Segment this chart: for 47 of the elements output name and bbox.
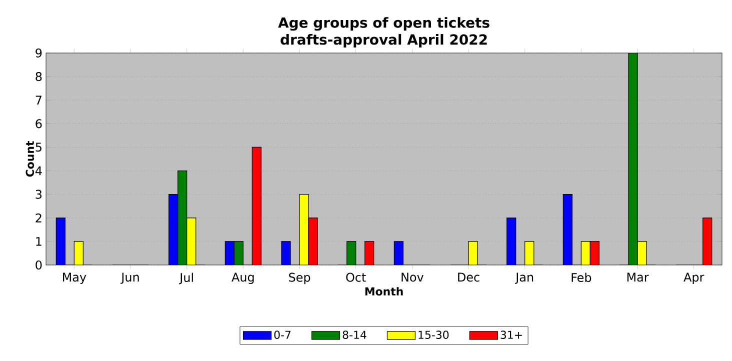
y-tick-label: 0 [36,260,42,270]
x-tick-label: Sep [289,272,310,284]
y-tick-label: 8 [36,72,42,82]
x-tick-label: Aug [232,272,254,284]
bar [224,241,234,265]
bar [524,241,534,265]
legend-label: 8-14 [342,330,366,339]
bar [178,170,188,265]
x-tick-label: Mar [627,272,649,282]
bar [168,194,178,265]
bar [186,218,196,265]
legend-label: 31+ [500,330,522,339]
legend-label: 15-30 [418,330,449,339]
chart-title: Age groups of open tickets [278,17,490,31]
y-tick-label: 3 [36,190,42,199]
y-tick-label: 5 [36,142,42,152]
bar [364,241,374,265]
x-axis-title: Month [365,287,403,296]
x-tick-label: Dec [458,272,480,282]
bar [506,218,516,265]
bar [234,241,244,265]
y-tick-label: 6 [36,119,42,128]
bar [580,241,590,265]
y-tick-label: 1 [36,237,42,246]
bar [562,194,572,265]
bar [346,241,356,265]
y-axis-title: Count [26,141,34,177]
x-tick-label: Oct [346,272,366,282]
y-tick-label: 7 [36,96,42,104]
x-tick-label: May [62,272,86,284]
x-tick-label: Apr [684,272,704,284]
x-tick-label: Jun [120,272,139,284]
x-tick-label: Jul [179,272,193,284]
y-tick-label: 2 [36,213,42,222]
bar [394,241,404,265]
bar [252,146,262,265]
bar [590,241,600,265]
x-tick-label: Feb [572,272,592,282]
bar [702,218,712,265]
bar [56,218,66,265]
y-tick-label: 4 [35,166,42,176]
x-tick-label: Nov [402,272,424,282]
x-tick-label: Jan [515,272,534,284]
y-tick-label: 9 [36,48,42,58]
legend-label: 0-7 [274,330,291,339]
chart-subtitle: drafts-approval April 2022 [280,34,487,48]
bar [74,241,84,265]
